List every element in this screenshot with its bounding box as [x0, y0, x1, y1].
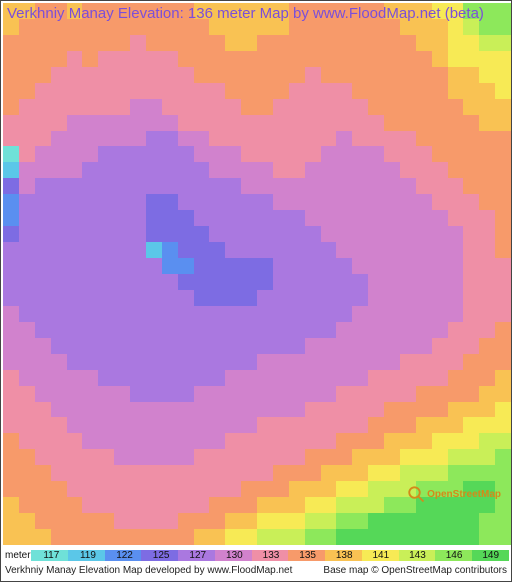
legend-value: 135 [299, 550, 316, 561]
legend-value: 141 [373, 550, 390, 561]
legend-value: 138 [336, 550, 353, 561]
legend-value: 143 [409, 550, 426, 561]
map-container: Verkhniy Manay Elevation: 136 meter Map … [0, 0, 512, 582]
legend-value: 146 [446, 550, 463, 561]
legend-value: 119 [80, 550, 96, 561]
footer-left: Verkhniy Manay Elevation Map developed b… [5, 565, 292, 579]
legend-value: 130 [226, 550, 243, 561]
legend-value: 125 [153, 550, 170, 561]
legend-value: 133 [263, 550, 280, 561]
footer: Verkhniy Manay Elevation Map developed b… [5, 565, 507, 579]
map-title: Verkhniy Manay Elevation: 136 meter Map … [7, 5, 484, 22]
legend-value: 117 [43, 550, 59, 561]
footer-right: Base map © OpenStreetMap contributors [323, 565, 507, 579]
legend-value: 127 [189, 550, 206, 561]
osm-logo: OpenStreetMap [407, 485, 501, 503]
legend-unit: meter [5, 550, 31, 561]
osm-label: OpenStreetMap [427, 489, 501, 500]
magnify-icon [407, 485, 425, 503]
legend-labels: meter 117 119 122 125 127 130 133 135 138 141 143 1… [3, 548, 509, 561]
elevation-heatmap [3, 3, 511, 545]
legend-value: 122 [116, 550, 133, 561]
legend-value: 149 [482, 550, 499, 561]
map-area: OpenStreetMap [3, 3, 511, 545]
